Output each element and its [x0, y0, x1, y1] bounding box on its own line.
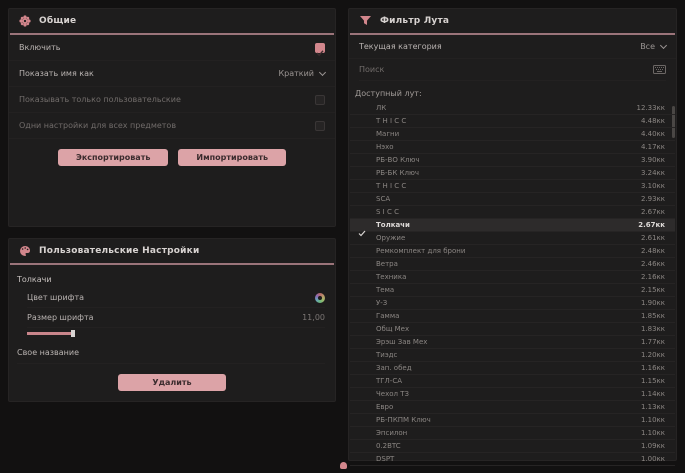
font-size-label: Размер шрифта — [27, 313, 94, 322]
loot-row[interactable]: РБ-ВО Ключ 3.90кк — [350, 154, 675, 167]
only-custom-label: Показывать только пользовательские — [19, 95, 181, 104]
current-category-value: Все — [640, 42, 655, 51]
show-name-as-row: Показать имя как Краткий — [9, 61, 335, 87]
loot-row[interactable]: DSPT 1.00кк — [350, 453, 675, 466]
chevron-down-icon — [318, 68, 327, 77]
enable-checkbox[interactable] — [315, 42, 325, 56]
loot-row[interactable]: 0.2BTC 1.09кк — [350, 440, 675, 453]
delete-button[interactable]: Удалить — [118, 374, 226, 391]
loot-row[interactable]: T H I C C 3.10кк — [350, 180, 675, 193]
font-color-label: Цвет шрифта — [27, 293, 85, 302]
loot-row[interactable]: S I C C 2.67кк — [350, 206, 675, 219]
delete-button-row: Удалить — [9, 374, 335, 391]
same-settings-row: Одни настройки для всех предметов — [9, 113, 335, 139]
font-size-value: 11,00 — [302, 313, 325, 322]
export-import-buttons: Экспортировать Импортировать — [9, 149, 335, 166]
custom-name-row: Свое название — [17, 342, 325, 364]
gear-icon — [19, 15, 31, 27]
general-header-divider — [10, 33, 334, 35]
current-category-label: Текущая категория — [359, 42, 442, 51]
available-loot-label: Доступный лут: — [355, 89, 422, 98]
loot-row[interactable]: Оружие 2.61кк — [350, 232, 675, 245]
user-settings-panel: Пользовательские Настройки Толкачи Цвет … — [8, 238, 336, 402]
loot-row[interactable]: Чехол ТЗ 1.14кк — [350, 388, 675, 401]
import-button[interactable]: Импортировать — [178, 149, 287, 166]
loot-row[interactable]: Ветра 2.46кк — [350, 258, 675, 271]
loot-list: ЛК 12.33кк T H I C C 4.48кк Магни 4.40кк Нэ… — [350, 102, 675, 466]
loot-row[interactable]: РБ-БК Ключ 3.24кк — [350, 167, 675, 180]
list-scrollbar[interactable] — [672, 106, 675, 138]
loot-row[interactable]: Ремкомплект для брони 2.48кк — [350, 245, 675, 258]
loot-row[interactable]: Общ Мех 1.83кк — [350, 323, 675, 336]
show-name-as-dropdown[interactable]: Краткий — [278, 68, 327, 78]
loot-row[interactable]: T H I C C 4.48кк — [350, 115, 675, 128]
loot-row[interactable]: Тиэдс 1.20кк — [350, 349, 675, 362]
same-settings-checkbox[interactable] — [315, 120, 325, 131]
palette-icon — [19, 245, 31, 257]
general-panel-header: Общие — [9, 9, 335, 33]
enable-label: Включить — [19, 43, 61, 52]
search-row — [359, 59, 666, 81]
loot-row[interactable]: Нэхо 4.17кк — [350, 141, 675, 154]
current-category-row: Текущая категория Все — [349, 35, 676, 59]
loot-filter-header: Фильтр Лута — [349, 9, 676, 33]
loot-row[interactable]: ЛК 12.33кк — [350, 102, 675, 115]
loot-row[interactable]: Магни 4.40кк — [350, 128, 675, 141]
check-icon — [358, 222, 366, 241]
color-wheel-icon[interactable] — [315, 292, 325, 303]
user-settings-header: Пользовательские Настройки — [9, 239, 335, 263]
general-settings-panel: Общие Включить Показать имя как Краткий … — [8, 8, 336, 227]
loot-filter-header-divider — [350, 33, 675, 35]
export-button[interactable]: Экспортировать — [57, 149, 169, 166]
loot-row[interactable]: У-З 1.90кк — [350, 297, 675, 310]
general-panel-title: Общие — [39, 16, 77, 26]
font-color-row: Цвет шрифта — [27, 288, 325, 308]
loot-filter-panel: Фильтр Лута Текущая категория Все Доступ… — [348, 8, 677, 466]
font-size-row: Размер шрифта 11,00 — [27, 308, 325, 328]
user-settings-title: Пользовательские Настройки — [39, 246, 200, 256]
chevron-down-icon — [659, 41, 668, 50]
loot-row[interactable]: SCA 2.93кк — [350, 193, 675, 206]
loot-row-selected[interactable]: Толкачи 2.67кк — [350, 219, 675, 237]
page-scroll-indicator[interactable] — [339, 462, 347, 471]
loot-row[interactable]: Техника 2.16кк — [350, 271, 675, 284]
loot-row[interactable]: Зап. обед 1.16кк — [350, 362, 675, 375]
custom-name-input[interactable] — [87, 348, 325, 357]
slider-fill — [27, 332, 73, 335]
font-size-slider[interactable] — [27, 330, 325, 338]
user-settings-header-divider — [10, 263, 334, 265]
keyboard-icon[interactable] — [653, 65, 666, 74]
show-name-as-label: Показать имя как — [19, 69, 94, 78]
only-custom-row: Показывать только пользовательские — [9, 87, 335, 113]
selected-group-label: Толкачи — [17, 275, 52, 284]
loot-filter-title: Фильтр Лута — [380, 16, 450, 26]
loot-row[interactable]: ТГЛ-СА 1.15кк — [350, 375, 675, 388]
slider-handle[interactable] — [71, 330, 75, 337]
loot-row[interactable]: Евро 1.13кк — [350, 401, 675, 414]
enable-row: Включить — [9, 35, 335, 61]
loot-row[interactable]: Эпсилон 1.10кк — [350, 427, 675, 440]
loot-row[interactable]: Эрэш Зав Мех 1.77кк — [350, 336, 675, 349]
only-custom-checkbox[interactable] — [315, 94, 325, 105]
scroll-knob-icon — [339, 462, 347, 469]
show-name-as-value: Краткий — [278, 69, 314, 78]
loot-row[interactable]: Тема 2.15кк — [350, 284, 675, 297]
custom-name-label: Свое название — [17, 348, 80, 357]
same-settings-label: Одни настройки для всех предметов — [19, 121, 177, 130]
loot-row[interactable]: Гамма 1.85кк — [350, 310, 675, 323]
loot-row[interactable]: РБ-ПКПМ Ключ 1.10кк — [350, 414, 675, 427]
search-input[interactable] — [359, 65, 653, 74]
funnel-icon — [359, 15, 372, 27]
current-category-dropdown[interactable]: Все — [640, 41, 668, 51]
